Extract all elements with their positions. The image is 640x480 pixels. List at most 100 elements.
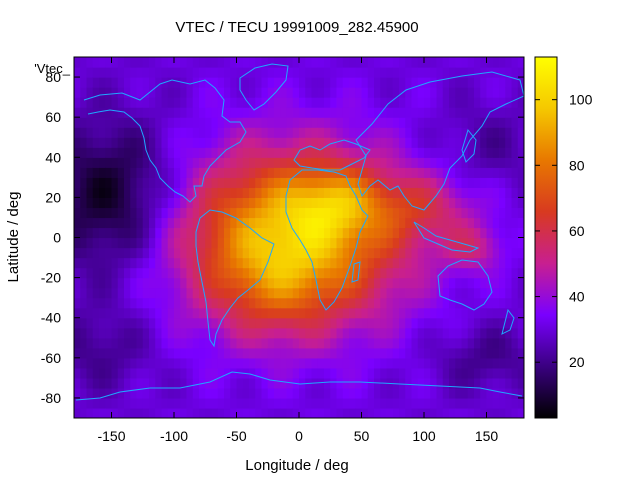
heatmap-cell [280,177,288,188]
heatmap-cell [92,357,100,369]
heatmap-cell [105,137,113,148]
heatmap-cell [417,157,425,168]
heatmap-cell [367,307,375,319]
heatmap-cell [305,117,313,128]
heatmap-cell [142,77,150,88]
heatmap-cell [380,257,388,269]
heatmap-cell [424,197,431,209]
heatmap-cell [74,387,81,399]
heatmap-cell [155,117,163,128]
heatmap-cell [124,207,131,219]
heatmap-cell [217,307,225,319]
heatmap-cell [261,397,269,409]
heatmap-cell [130,167,138,178]
heatmap-cell [330,337,338,349]
heatmap-cell [392,57,400,68]
heatmap-cell [511,377,519,389]
heatmap-cell [386,407,394,418]
heatmap-cell [92,277,100,289]
heatmap-cell [286,337,294,349]
heatmap-cell [374,387,381,399]
heatmap-cell [517,277,524,289]
heatmap-cell [392,377,400,389]
heatmap-cell [186,187,194,198]
heatmap-cell [324,357,331,369]
heatmap-cell [480,147,488,158]
heatmap-cell [324,127,331,138]
heatmap-cell [161,97,169,108]
heatmap-cell [186,247,194,259]
heatmap-cell [105,357,113,369]
heatmap-cell [286,87,294,98]
heatmap-cell [86,337,94,349]
heatmap-cell [192,407,200,418]
heatmap-cell [430,137,438,148]
heatmap-cell [486,117,494,128]
heatmap-cell [136,117,144,128]
heatmap-cell [499,127,506,138]
heatmap-cell [480,397,488,409]
heatmap-cell [274,157,281,168]
heatmap-cell [449,377,456,389]
heatmap-cell [324,137,331,148]
heatmap-cell [392,87,400,98]
heatmap-cell [311,277,319,289]
heatmap-cell [211,327,219,339]
heatmap-cell [330,307,338,319]
heatmap-cell [180,107,188,118]
heatmap-cell [380,137,388,148]
heatmap-cell [92,367,100,379]
heatmap-cell [167,147,175,158]
heatmap-cell [230,197,238,209]
heatmap-cell [349,67,356,78]
heatmap-cell [299,257,306,269]
heatmap-cell [374,317,381,329]
heatmap-cell [261,327,269,339]
heatmap-cell [105,197,113,209]
heatmap-cell [405,397,413,409]
heatmap-cell [330,367,338,379]
heatmap-cell [392,127,400,138]
heatmap-cell [286,237,294,249]
heatmap-cell [267,307,275,319]
heatmap-cell [167,267,175,279]
heatmap-cell [217,387,225,399]
heatmap-cell [349,157,356,168]
heatmap-cell [274,277,281,289]
heatmap-cell [417,397,425,409]
heatmap-cell [80,67,88,78]
heatmap-cell [161,317,169,329]
heatmap-cell [299,67,306,78]
heatmap-cell [442,67,450,78]
heatmap-cell [424,57,431,68]
heatmap-cell [74,407,81,418]
heatmap-cell [342,87,350,98]
heatmap-cell [317,187,325,198]
heatmap-cell [492,167,500,178]
heatmap-cell [330,377,338,389]
heatmap-cell [517,377,524,389]
heatmap-cell [486,397,494,409]
heatmap-cell [167,257,175,269]
heatmap-cell [424,367,431,379]
heatmap-cell [124,187,131,198]
heatmap-cell [330,57,338,68]
heatmap-cell [111,307,119,319]
heatmap-cell [461,357,469,369]
heatmap-cell [486,347,494,359]
heatmap-cell [361,377,369,389]
heatmap-cell [505,67,513,78]
heatmap-cell [480,217,488,229]
heatmap-cell [467,97,475,108]
heatmap-cell [374,157,381,168]
heatmap-cell [249,217,256,229]
heatmap-cell [467,197,475,209]
heatmap-cell [149,367,156,379]
heatmap-cell [149,227,156,239]
heatmap-cell [430,107,438,118]
heatmap-cell [349,147,356,158]
heatmap-cell [105,67,113,78]
heatmap-cell [180,137,188,148]
heatmap-cell [211,207,219,219]
heatmap-cell [342,187,350,198]
